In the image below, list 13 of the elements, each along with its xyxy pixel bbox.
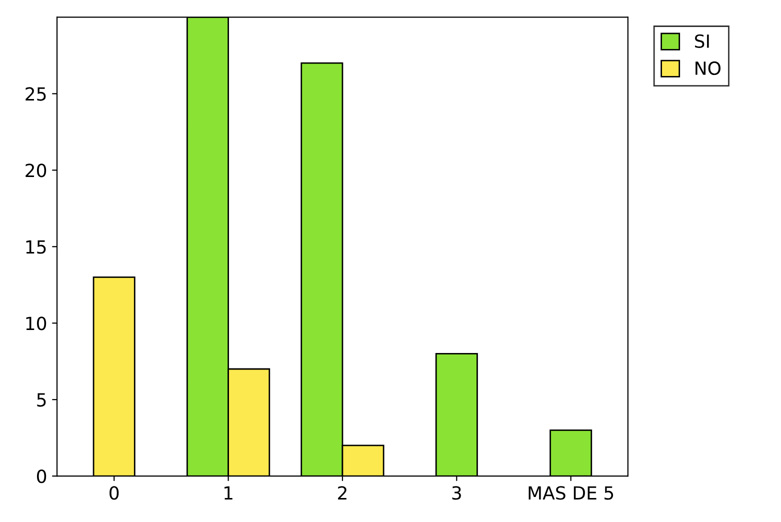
- x-tick-label: 2: [338, 486, 346, 500]
- y-tick-label: 5: [37, 393, 46, 407]
- x-tick-label: MAS DE 5: [528, 486, 614, 500]
- x-tick-label: 0: [110, 486, 119, 500]
- y-tick-label: 10: [26, 316, 46, 330]
- y-tick-label: 15: [26, 240, 46, 254]
- x-tick-label: 3: [452, 486, 461, 500]
- x-tick-label: 1: [224, 486, 232, 500]
- y-tick-label: 0: [36, 470, 46, 484]
- y-tick-label: 25: [26, 87, 46, 101]
- legend-label: SI: [694, 34, 709, 48]
- legend-label: NO: [696, 61, 721, 76]
- y-tick-label: 20: [26, 164, 46, 178]
